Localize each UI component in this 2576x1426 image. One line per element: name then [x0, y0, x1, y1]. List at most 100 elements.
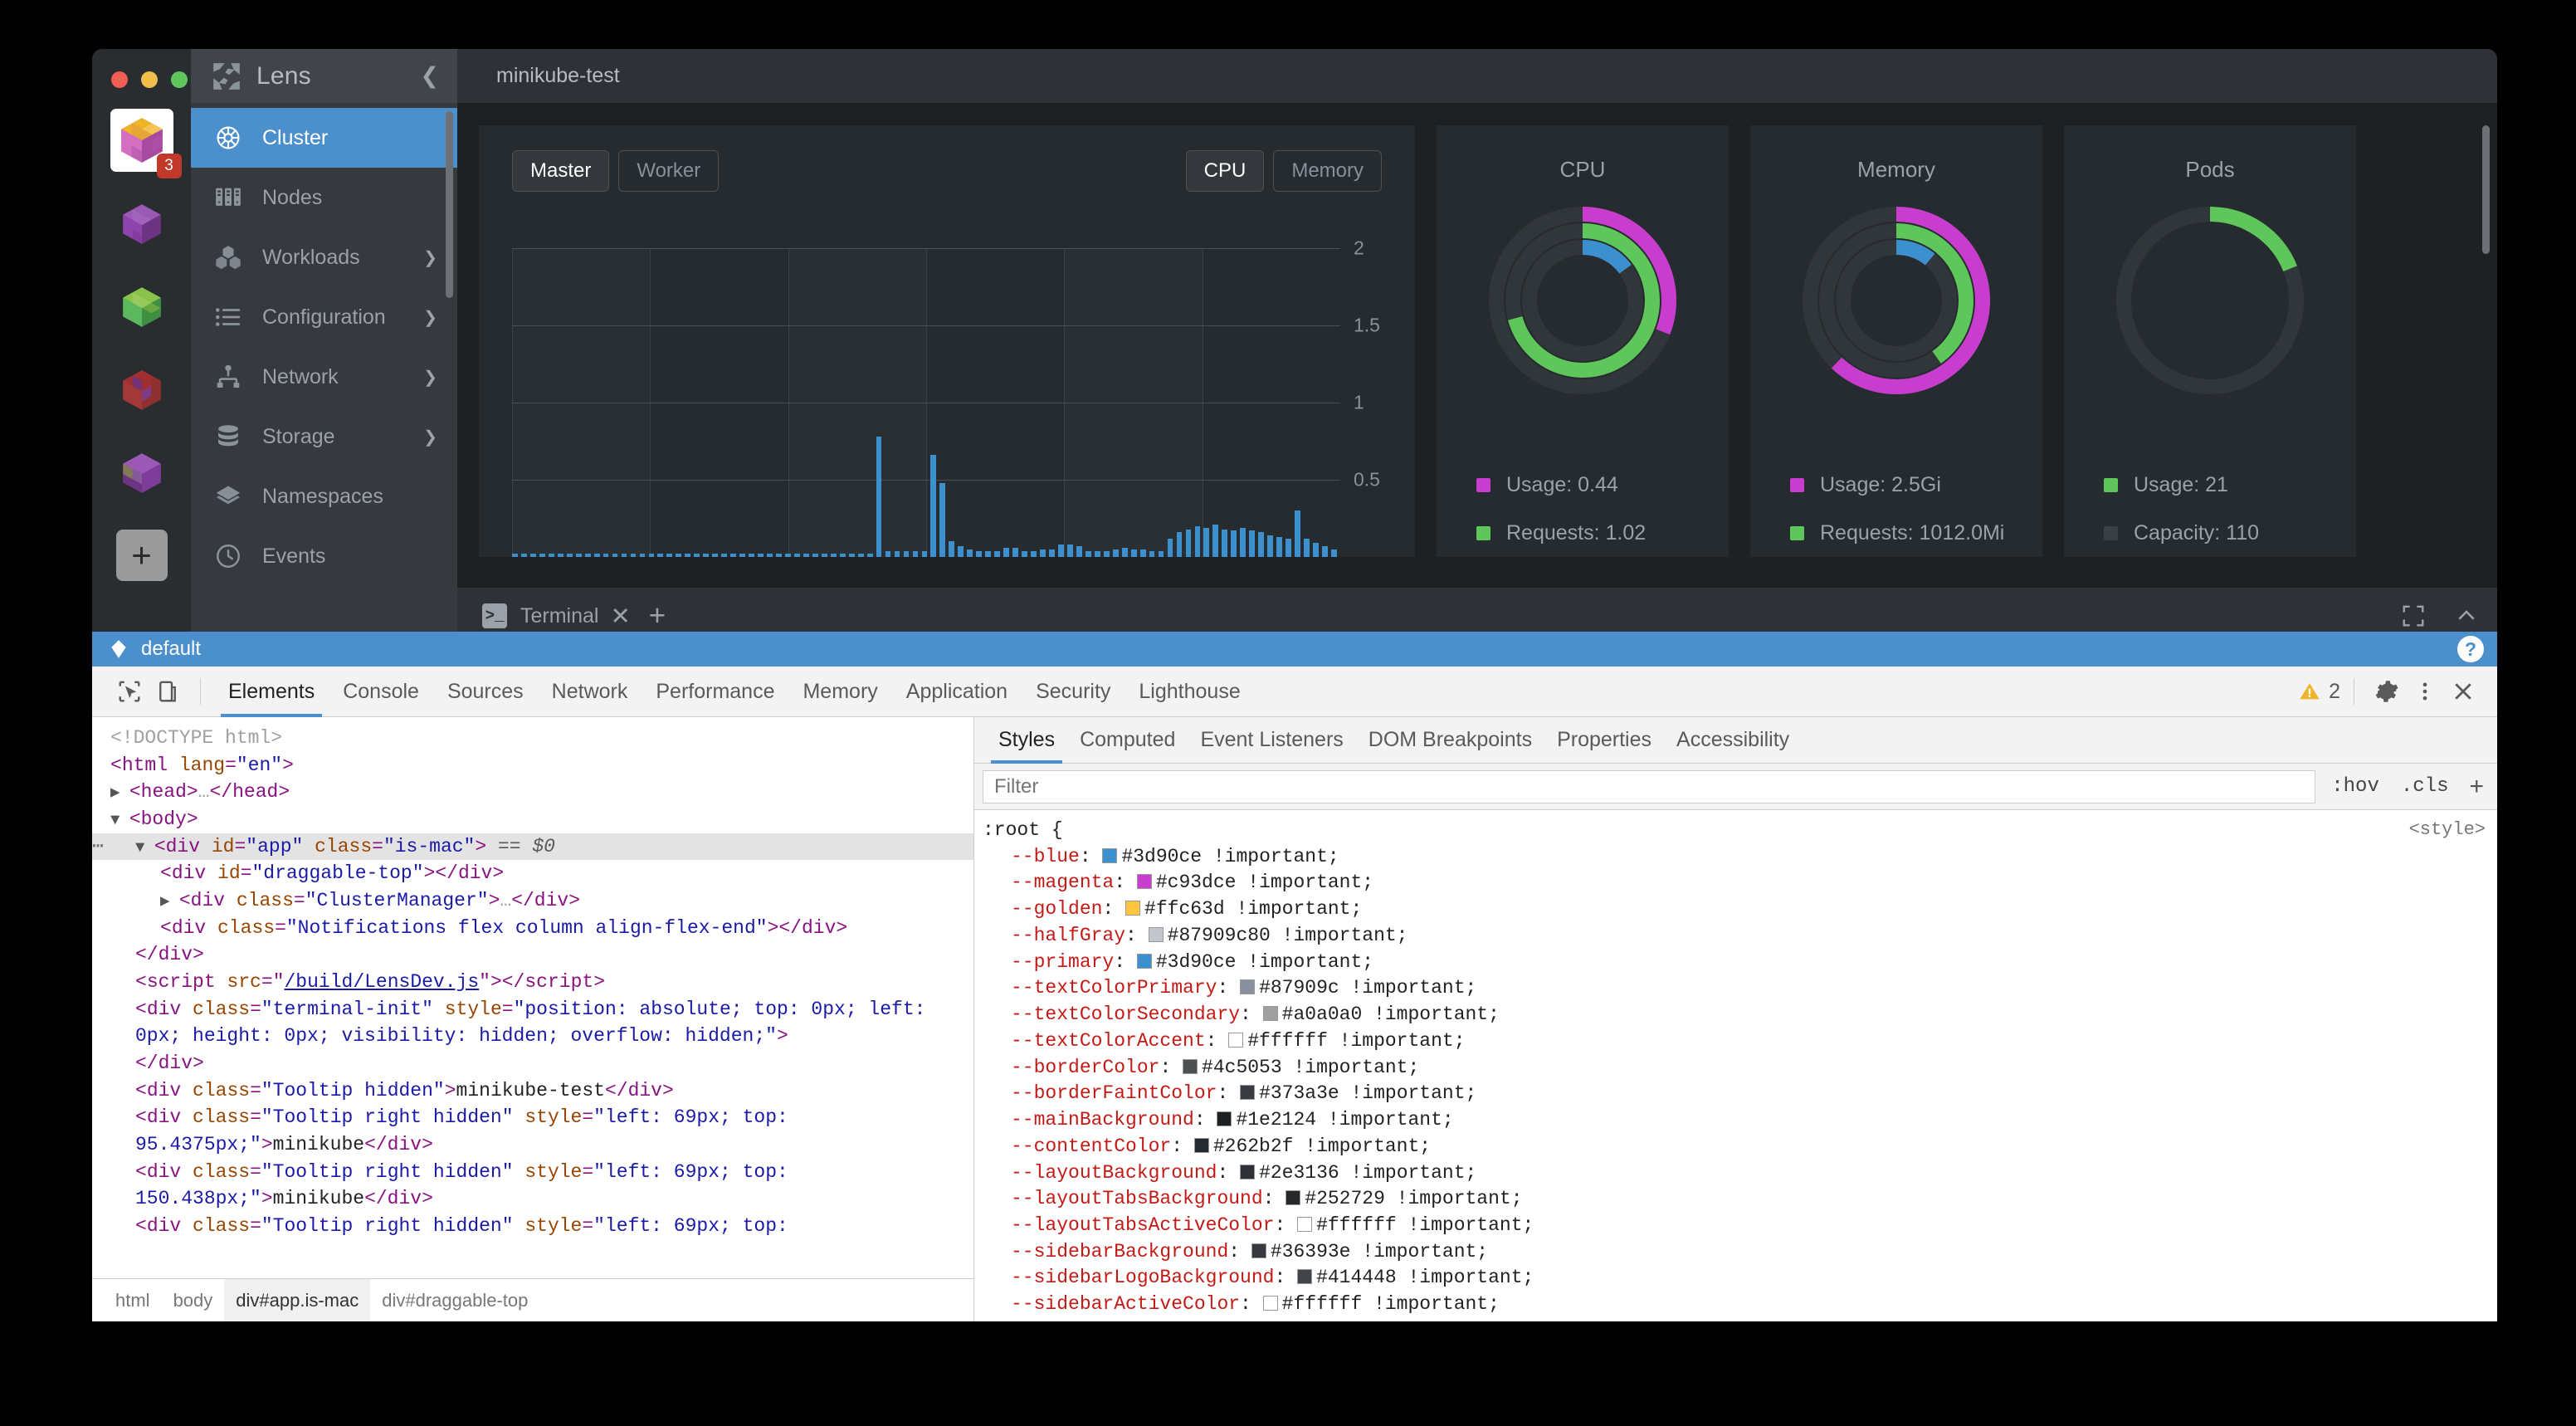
css-property[interactable]: --primary — [1011, 950, 1115, 973]
dom-node-line[interactable]: <div id="draggable-top"></div> — [92, 860, 973, 887]
css-property[interactable]: --sidebarLogoBackground — [1011, 1267, 1275, 1289]
cluster-icon-purple[interactable] — [110, 192, 173, 255]
css-color-swatch[interactable] — [1297, 1217, 1313, 1233]
css-color-swatch[interactable] — [1148, 926, 1164, 942]
tab-security[interactable]: Security — [1036, 679, 1111, 703]
css-declaration[interactable]: --sidebarActiveColor: #ffffff !important… — [983, 1292, 2497, 1318]
memory-toggle-button[interactable]: Memory — [1273, 150, 1382, 192]
sidebar-item-workloads[interactable]: Workloads ❯ — [191, 227, 457, 287]
breadcrumb-item[interactable]: div#app.is-mac — [224, 1278, 371, 1321]
inspect-cursor-icon[interactable] — [110, 672, 149, 711]
new-style-rule-button[interactable]: + — [2469, 772, 2484, 800]
css-value[interactable]: #ffffff !important; — [1247, 1029, 1466, 1052]
css-value[interactable]: #ffc63d !important; — [1144, 898, 1363, 921]
css-property[interactable]: --halfGray — [1011, 924, 1126, 946]
css-property[interactable]: --mainBackground — [1011, 1109, 1194, 1131]
dom-node-line[interactable]: <div class="Tooltip right hidden" style=… — [92, 1159, 973, 1213]
cluster-icon-red[interactable] — [110, 358, 173, 421]
minimize-window-button[interactable] — [141, 71, 158, 88]
dom-node-line[interactable]: <div class="Tooltip hidden">minikube-tes… — [92, 1077, 973, 1105]
css-selector[interactable]: :root { — [983, 819, 1063, 841]
css-declaration[interactable]: --sidebarBackground: #36393e !important; — [983, 1239, 2497, 1266]
kebab-menu-icon[interactable] — [2406, 672, 2444, 711]
css-property[interactable]: --layoutTabsActiveColor — [1011, 1214, 1275, 1237]
close-icon[interactable] — [2444, 672, 2482, 711]
css-declaration[interactable]: --borderColor: #4c5053 !important; — [983, 1055, 2497, 1082]
css-value[interactable]: #252729 !important; — [1305, 1188, 1523, 1210]
css-declaration[interactable]: --textColorAccent: #ffffff !important; — [983, 1028, 2497, 1055]
css-color-swatch[interactable] — [1251, 1243, 1266, 1258]
css-value[interactable]: #87909c80 !important; — [1167, 924, 1408, 946]
device-toolbar-icon[interactable] — [149, 672, 187, 711]
dom-node-line[interactable]: <div class="Notifications flex column al… — [92, 915, 973, 942]
dom-node-line[interactable]: </div> — [92, 941, 973, 969]
css-declaration[interactable]: --golden: #ffc63d !important; — [983, 896, 2497, 923]
styles-filter-input[interactable] — [983, 769, 2316, 803]
css-value[interactable]: #ffffff !important; — [1281, 1293, 1500, 1316]
css-declaration[interactable]: --halfGray: #87909c80 !important; — [983, 923, 2497, 950]
worker-toggle-button[interactable]: Worker — [618, 150, 720, 192]
chevron-up-icon[interactable] — [2454, 603, 2479, 628]
sidebar-item-configuration[interactable]: Configuration ❯ — [191, 287, 457, 347]
css-color-swatch[interactable] — [1240, 1085, 1256, 1101]
tab-console[interactable]: Console — [343, 679, 419, 703]
css-declaration[interactable]: --layoutTabsActiveColor: #ffffff !import… — [983, 1213, 2497, 1239]
css-property[interactable]: --textColorAccent — [1011, 1029, 1206, 1052]
css-property[interactable]: --borderFaintColor — [1011, 1082, 1217, 1105]
css-color-swatch[interactable] — [1228, 1032, 1244, 1048]
css-color-swatch[interactable] — [1136, 953, 1152, 969]
css-declaration[interactable]: --textColorSecondary: #a0a0a0 !important… — [983, 1002, 2497, 1028]
css-value[interactable]: #87909c !important; — [1259, 977, 1477, 999]
css-color-swatch[interactable] — [1240, 1164, 1256, 1179]
dom-node-line[interactable]: <!DOCTYPE html> — [92, 725, 973, 752]
styles-rules-list[interactable]: <style> :root { --blue: #3d90ce !importa… — [974, 810, 2497, 1321]
maximize-window-button[interactable] — [171, 71, 188, 88]
gear-icon[interactable] — [2368, 672, 2406, 711]
css-declaration[interactable]: --mainBackground: #1e2124 !important; — [983, 1107, 2497, 1134]
css-property[interactable]: --textColorSecondary — [1011, 1004, 1241, 1026]
sidebar-item-events[interactable]: Events — [191, 526, 457, 586]
css-property[interactable]: --golden — [1011, 898, 1103, 921]
css-value[interactable]: #262b2f !important; — [1212, 1135, 1432, 1157]
css-value[interactable]: #a0a0a0 !important; — [1281, 1004, 1500, 1026]
chevron-left-icon[interactable]: ❮ — [420, 63, 439, 88]
warning-indicator[interactable]: 2 — [2298, 680, 2340, 704]
css-property[interactable]: --textColorPrimary — [1011, 977, 1217, 999]
sidebar-item-namespaces[interactable]: Namespaces — [191, 466, 457, 526]
dom-node-line[interactable]: <div class="terminal-init" style="positi… — [92, 996, 973, 1050]
dom-node-line[interactable]: <div class="Tooltip right hidden" style=… — [92, 1104, 973, 1158]
breadcrumb-item[interactable]: body — [173, 1289, 213, 1311]
tab-network[interactable]: Network — [551, 679, 628, 703]
css-property[interactable]: --contentColor — [1011, 1135, 1172, 1157]
css-value[interactable]: #414448 !important; — [1316, 1267, 1534, 1289]
dom-node-line[interactable]: ▶ <div class="ClusterManager">…</div> — [92, 887, 973, 915]
dom-node-line[interactable]: ▼ <body> — [92, 806, 973, 833]
cluster-icon-violet[interactable] — [110, 441, 173, 504]
cpu-toggle-button[interactable]: CPU — [1185, 150, 1265, 192]
dom-node-line[interactable]: <script src="/build/LensDev.js"></script… — [92, 969, 973, 996]
css-declaration[interactable]: --magenta: #c93dce !important; — [983, 870, 2497, 896]
css-property[interactable]: --magenta — [1011, 872, 1115, 894]
css-property[interactable]: --sidebarActiveColor — [1011, 1293, 1241, 1316]
tab-lighthouse[interactable]: Lighthouse — [1139, 679, 1241, 703]
css-declaration[interactable]: --sidebarLogoBackground: #414448 !import… — [983, 1265, 2497, 1292]
dom-node-line[interactable]: ⋯ ▼ <div id="app" class="is-mac"> == $0 — [92, 833, 973, 861]
close-icon[interactable]: ✕ — [610, 603, 631, 630]
sidebar-item-nodes[interactable]: Nodes — [191, 168, 457, 227]
dom-node-line[interactable]: <html lang="en"> — [92, 752, 973, 779]
dom-node-line[interactable]: <div class="Tooltip right hidden" style=… — [92, 1213, 973, 1240]
css-property[interactable]: --layoutBackground — [1011, 1161, 1217, 1184]
tab-elements[interactable]: Elements — [214, 667, 329, 717]
css-declaration[interactable]: --contentColor: #262b2f !important; — [983, 1134, 2497, 1160]
dashboard-scrollbar[interactable] — [2482, 125, 2490, 254]
help-icon[interactable]: ? — [2457, 636, 2484, 662]
tab-computed[interactable]: Computed — [1080, 728, 1176, 751]
cluster-icon-green[interactable] — [110, 275, 173, 338]
sidebar-item-storage[interactable]: Storage ❯ — [191, 407, 457, 466]
dom-node-line[interactable]: ▶ <head>…</head> — [92, 779, 973, 806]
css-value[interactable]: #2e3136 !important; — [1259, 1161, 1477, 1184]
css-value[interactable]: #c93dce !important; — [1155, 872, 1374, 894]
css-value[interactable]: #36393e !important; — [1270, 1240, 1489, 1262]
tab-styles[interactable]: Styles — [986, 717, 1067, 764]
terminal-tab[interactable]: >_ Terminal — [482, 603, 598, 628]
